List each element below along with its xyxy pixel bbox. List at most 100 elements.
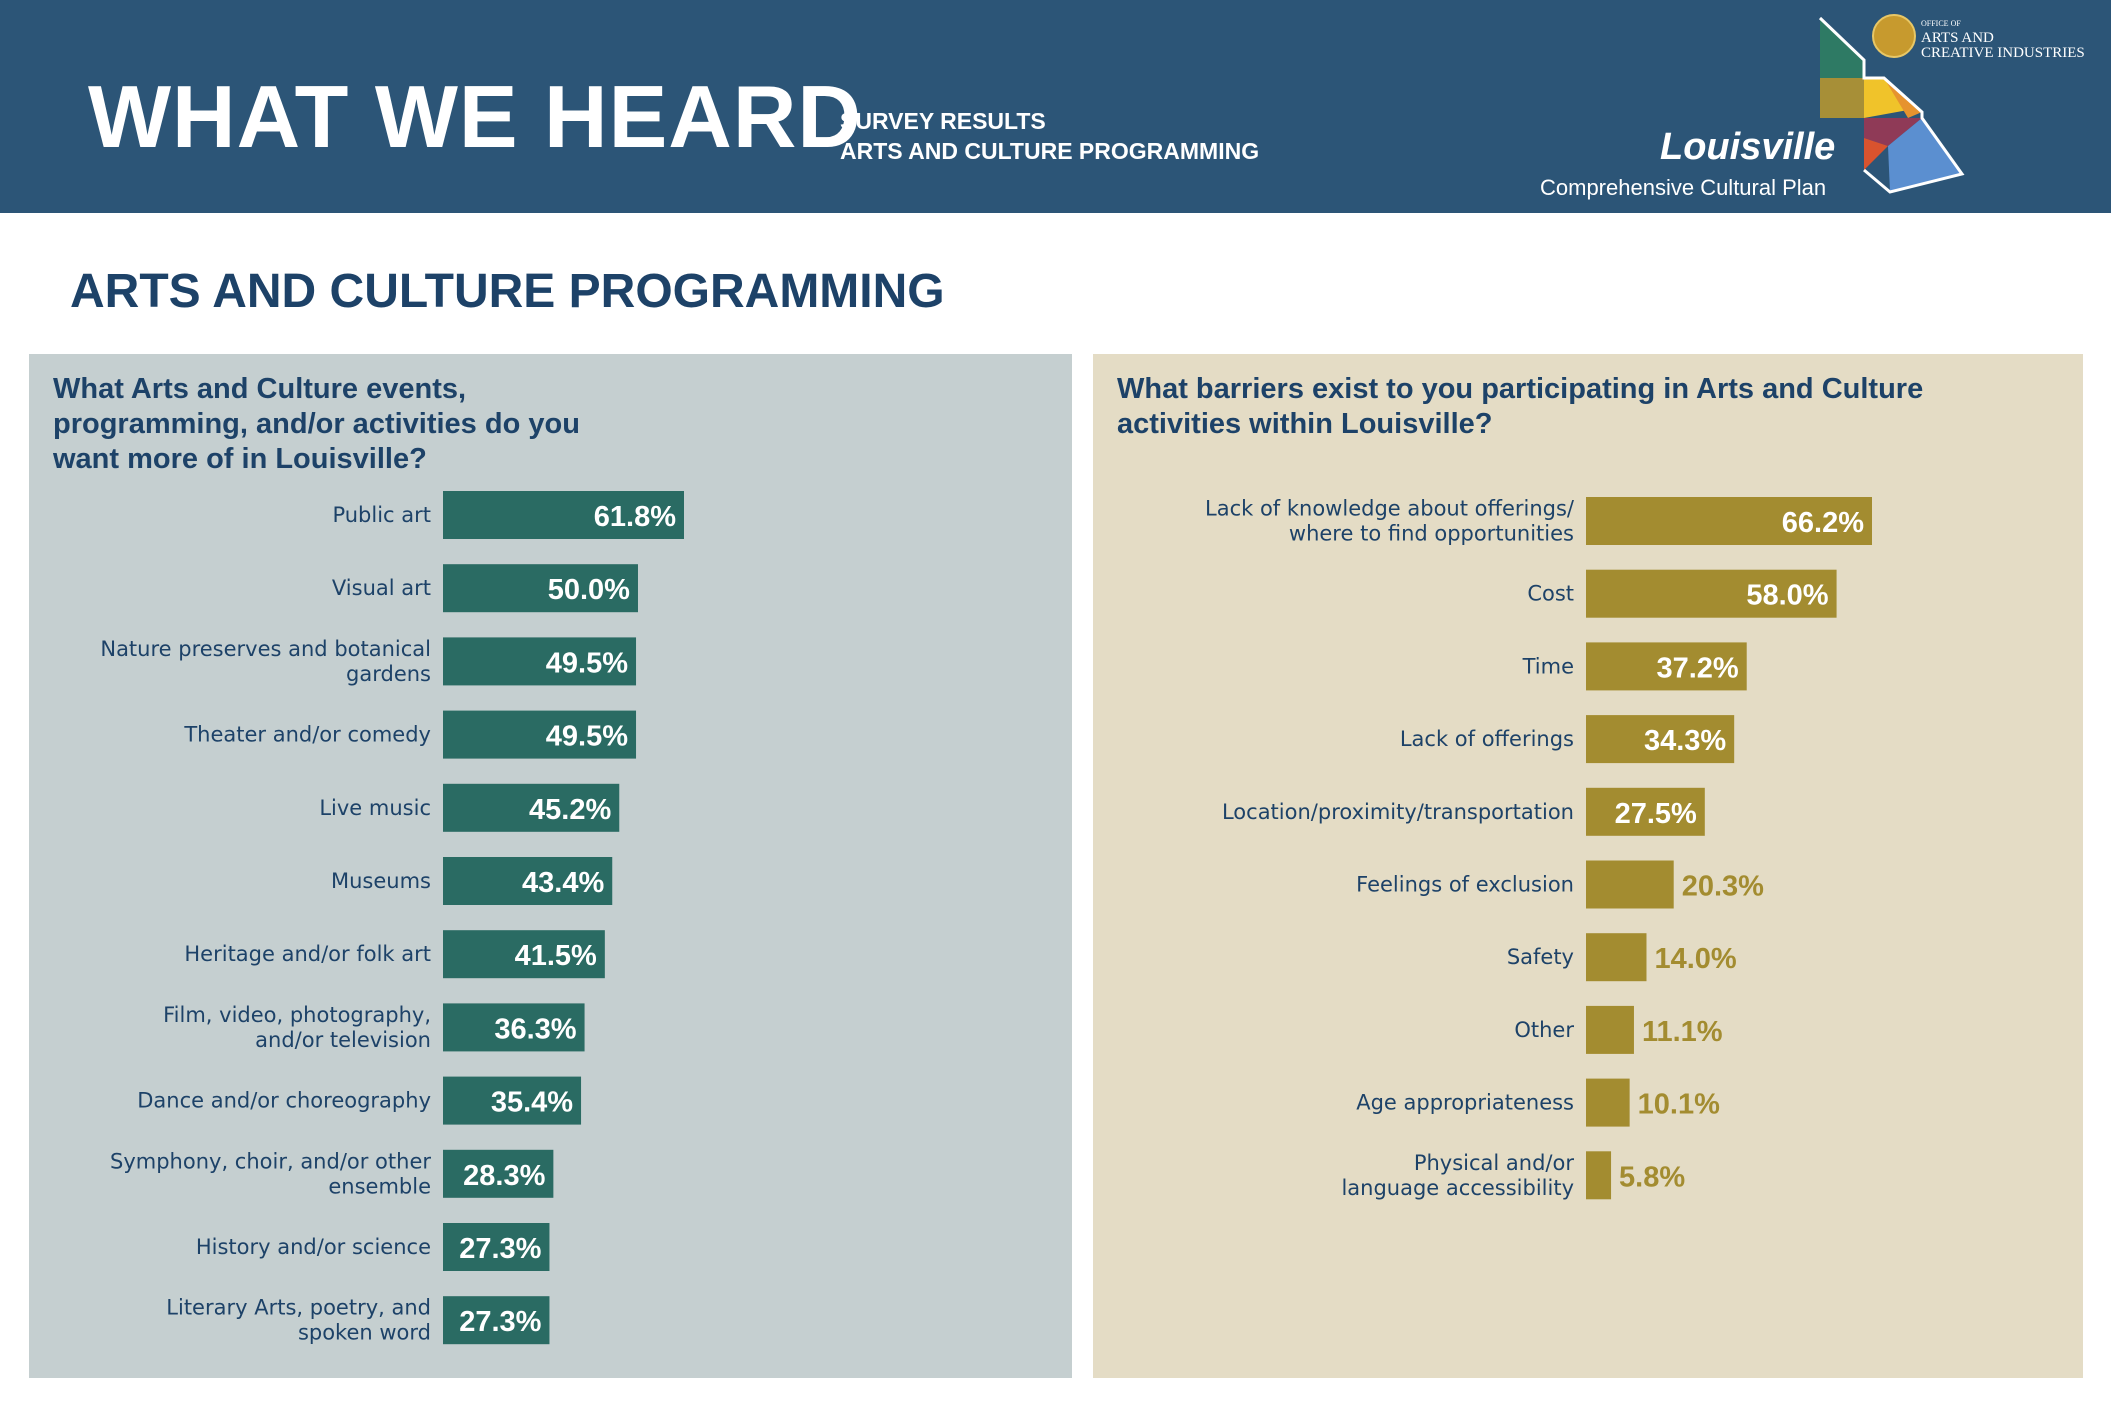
- category-label: Lack of offerings: [1400, 727, 1574, 751]
- arts-and-label: ARTS AND: [1921, 30, 1994, 46]
- city-seal-icon: [1872, 14, 1916, 58]
- value-label: 14.0%: [1654, 943, 1736, 975]
- category-label: Lack of knowledge about offerings/: [1205, 497, 1575, 521]
- value-label: 49.5%: [546, 647, 628, 679]
- value-label: 50.0%: [548, 574, 630, 606]
- section-title: ARTS AND CULTURE PROGRAMMING: [70, 265, 945, 318]
- bar-group: Safety 14.0%: [1507, 933, 1737, 982]
- bar-group: Theater and/or comedy 49.5%: [183, 710, 637, 759]
- category-label: History and/or science: [196, 1235, 431, 1259]
- value-label: 37.2%: [1656, 652, 1738, 684]
- bar: [443, 1076, 582, 1125]
- office-arts-creative-industries: OFFICE OF ARTS AND CREATIVE INDUSTRIES: [1921, 16, 2085, 61]
- bar: [443, 1223, 550, 1271]
- bar-group: Age appropriateness 10.1%: [1356, 1078, 1720, 1127]
- value-label: 27.5%: [1615, 798, 1697, 830]
- category-label: Location/proximity/transportation: [1222, 800, 1574, 824]
- bar: [1586, 715, 1735, 764]
- value-label: 43.4%: [522, 867, 604, 899]
- bar: [443, 637, 637, 686]
- category-label: Nature preserves and botanical: [100, 637, 431, 661]
- bar-group: Cost 58.0%: [1527, 569, 1837, 618]
- category-label: Literary Arts, poetry, and: [166, 1296, 431, 1320]
- bar: [1586, 497, 1872, 545]
- bar: [443, 564, 638, 613]
- category-label: Museums: [331, 869, 431, 893]
- value-label: 11.1%: [1642, 1016, 1723, 1048]
- bar-group: Live music 45.2%: [319, 783, 620, 832]
- bar: [443, 1149, 554, 1198]
- category-label: gardens: [346, 662, 431, 686]
- bar: [1586, 569, 1837, 618]
- bar-group: Lack of offerings 34.3%: [1400, 715, 1735, 764]
- programming-question: What Arts and Culture events, programmin…: [53, 373, 580, 475]
- bar: [443, 783, 620, 832]
- barriers-question: What barriers exist to you participating…: [1117, 373, 1924, 440]
- bar: [443, 930, 605, 979]
- value-label: 58.0%: [1746, 580, 1828, 612]
- value-label: 35.4%: [491, 1087, 573, 1119]
- header-banner: WHAT WE HEARD SURVEY RESULTS ARTS AND CU…: [0, 0, 2111, 213]
- survey-results-subtitle: SURVEY RESULTS: [840, 108, 1046, 134]
- value-label: 27.3%: [459, 1233, 541, 1265]
- value-label: 66.2%: [1782, 507, 1864, 539]
- bar-group: Time 37.2%: [1522, 642, 1747, 691]
- category-label: Symphony, choir, and/or other: [110, 1149, 431, 1173]
- barriers-chart: Lack of knowledge about offerings/where …: [1205, 497, 1872, 1200]
- bar: [1586, 860, 1674, 909]
- category-label: Heritage and/or folk art: [184, 942, 431, 966]
- bar-group: Public art 61.8%: [332, 491, 684, 539]
- bar-group: Film, video, photography,and/or televisi…: [163, 1003, 585, 1052]
- category-label: where to find opportunities: [1289, 522, 1574, 546]
- category-label: Cost: [1527, 582, 1574, 606]
- category-label: ensemble: [328, 1174, 431, 1198]
- category-label: Film, video, photography,: [163, 1003, 431, 1027]
- programming-subtitle: ARTS AND CULTURE PROGRAMMING: [840, 138, 1260, 164]
- cultural-plan-logo-icon: [1818, 16, 1965, 194]
- bar-group: Other 11.1%: [1514, 1005, 1723, 1054]
- plan-name: Comprehensive Cultural Plan: [1540, 175, 1827, 200]
- category-label: spoken word: [298, 1321, 431, 1345]
- bar: [1586, 1151, 1612, 1200]
- value-label: 41.5%: [515, 940, 597, 972]
- city-name: Louisville: [1660, 126, 1836, 168]
- bar: [1586, 642, 1747, 691]
- bar: [1586, 1078, 1630, 1127]
- category-label: and/or television: [255, 1028, 431, 1052]
- category-label: Time: [1522, 654, 1574, 678]
- bar-group: Feelings of exclusion 20.3%: [1356, 860, 1764, 909]
- page-title: WHAT WE HEARD: [88, 67, 862, 166]
- bar: [443, 710, 637, 759]
- value-label: 34.3%: [1644, 725, 1726, 757]
- bar: [443, 491, 684, 539]
- value-label: 20.3%: [1682, 871, 1764, 903]
- bar-group: Visual art 50.0%: [332, 564, 638, 613]
- category-label: Other: [1514, 1018, 1574, 1042]
- bar: [1586, 933, 1647, 982]
- bar-group: Lack of knowledge about offerings/where …: [1205, 497, 1872, 546]
- category-label: Age appropriateness: [1356, 1091, 1574, 1115]
- programming-wants-chart: Public art 61.8% Visual art 50.0% Nature pre…: [100, 491, 684, 1345]
- category-label: Visual art: [332, 576, 431, 600]
- bar: [443, 1296, 550, 1345]
- barriers-panel: What barriers exist to you participating…: [1093, 354, 2083, 1378]
- category-label: Public art: [332, 503, 431, 527]
- value-label: 5.8%: [1619, 1161, 1685, 1193]
- bar: [443, 1003, 585, 1052]
- value-label: 27.3%: [459, 1306, 541, 1338]
- category-label: Physical and/or: [1414, 1151, 1575, 1175]
- creative-industries-label: CREATIVE INDUSTRIES: [1921, 45, 2085, 61]
- category-label: Safety: [1507, 945, 1574, 969]
- value-label: 49.5%: [546, 721, 628, 753]
- office-of-label: OFFICE OF: [1921, 19, 1961, 28]
- bar-group: Museums 43.4%: [331, 857, 613, 905]
- bar-group: Dance and/or choreography 35.4%: [137, 1076, 582, 1125]
- bar-group: Heritage and/or folk art 41.5%: [184, 930, 605, 979]
- category-label: language accessibility: [1341, 1176, 1574, 1200]
- bar: [1586, 787, 1705, 836]
- category-label: Feelings of exclusion: [1356, 873, 1574, 897]
